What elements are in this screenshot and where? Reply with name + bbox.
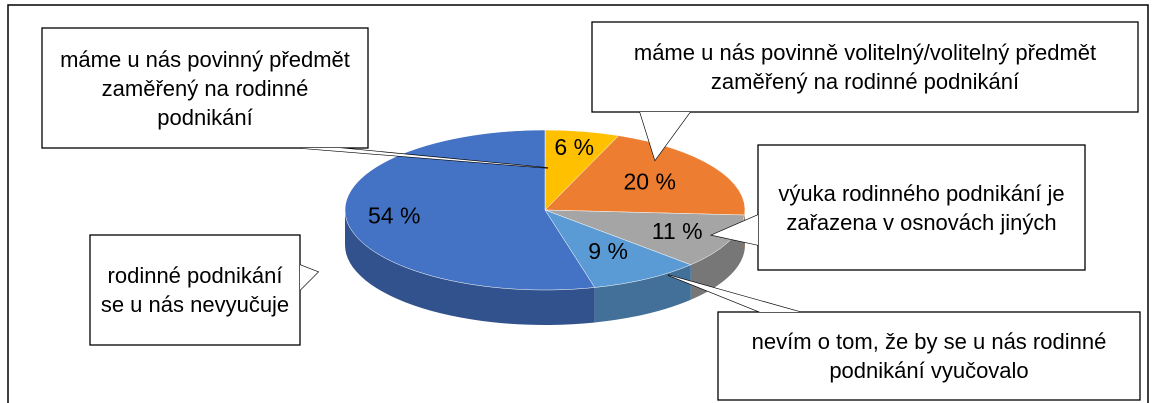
frame: [7, 4, 1149, 403]
value-label: 9 %: [588, 238, 628, 264]
pie-slice: [544, 135, 746, 216]
callout-tail-cover: [300, 265, 318, 290]
pie-slice: [544, 209, 745, 266]
pie-slice: [544, 209, 692, 288]
callout-tail-cover: [668, 275, 800, 312]
pie-slice: [344, 129, 596, 291]
value-label: 54 %: [368, 203, 420, 229]
callout-tail-cover: [300, 148, 548, 168]
callout-box: [717, 311, 1141, 401]
value-label: 6 %: [554, 134, 594, 160]
category-label: máme u nás povinně volitelný/volitelný p…: [633, 40, 1097, 94]
pie-side: [594, 264, 691, 323]
callout-box: [757, 144, 1086, 271]
callout-box: [41, 27, 369, 149]
category-label: máme u nás povinný předmět zaměřený na r…: [60, 46, 350, 130]
callout-tail-cover: [712, 215, 758, 245]
callout-box: [591, 21, 1139, 113]
category-label: nevím o tom, že by se u nás rodinné podn…: [751, 329, 1107, 383]
value-label: 20 %: [623, 169, 675, 195]
value-label: 11 %: [652, 218, 703, 244]
callout-tail-cover: [640, 112, 690, 160]
category-label: rodinné podnikání se u nás nevyučuje: [100, 263, 290, 317]
category-label: výuka rodinného podnikání je zařazena v …: [778, 180, 1065, 235]
pie-side: [690, 215, 745, 300]
pie-side: [345, 210, 595, 326]
